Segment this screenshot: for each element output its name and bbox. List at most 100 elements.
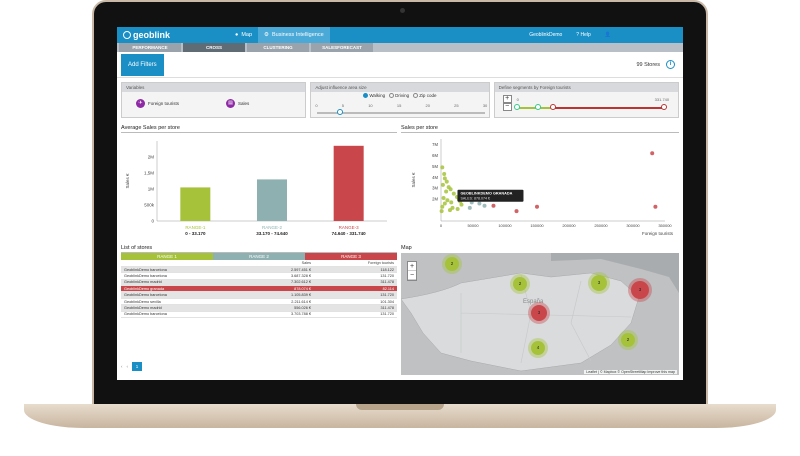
scatter-point — [455, 206, 460, 211]
scatter-point — [440, 182, 445, 187]
y-tick-label: 1M — [148, 187, 155, 192]
tick: 30 — [482, 103, 488, 108]
y-tick-label: 3M — [432, 186, 438, 191]
bar-range-label: 74.640 - 331.740 — [332, 231, 367, 236]
tab-clustering[interactable]: CLUSTERING — [247, 43, 309, 52]
radio-walking[interactable]: Walking — [363, 93, 386, 99]
radio-driving[interactable]: Driving — [389, 93, 409, 99]
map-cluster[interactable]: 2 — [513, 277, 527, 291]
table-cell: GeoblinkDemo barcelona — [121, 311, 247, 319]
table-row[interactable]: GeoblinkDemo granada 878.074 €82.114 — [121, 285, 397, 293]
page-button[interactable]: 1 — [132, 362, 142, 371]
help-link[interactable]: ? Help — [576, 32, 591, 38]
segment-range-2[interactable]: RANGE 2 — [213, 253, 305, 260]
table-cell: GeoblinkDemo granada — [121, 285, 247, 293]
pagination: ‹ ‹ 1 — [121, 362, 142, 371]
segment-handle-2[interactable] — [534, 104, 541, 110]
table-cell: 1.105.839 € — [246, 291, 315, 299]
table-cell: 118.122 — [314, 266, 397, 274]
table-cell: 82.114 — [314, 285, 397, 293]
x-tick-label: 250000 — [594, 223, 608, 228]
radio-zip-label: Zip code — [419, 93, 437, 98]
table-row[interactable]: GeoblinkDemo barcelona 3.687.328 €131.720 — [121, 272, 397, 280]
table-cell: 131.720 — [314, 272, 397, 280]
scatter-point — [440, 204, 445, 209]
x-axis-label: Foreign tourists — [642, 231, 674, 236]
x-tick-label: 300000 — [626, 223, 640, 228]
gears-icon: ⚙ — [264, 32, 269, 38]
prev-page-icon-2[interactable]: ‹ — [126, 364, 129, 369]
segment-handle-4[interactable] — [660, 104, 667, 110]
info-icon[interactable]: i — [666, 60, 675, 69]
scatter-point — [459, 202, 464, 207]
map-cluster[interactable]: 3 — [591, 275, 607, 291]
add-filters-button[interactable]: Add Filters — [121, 53, 164, 76]
zoom-in-button[interactable]: + — [408, 263, 416, 271]
minus-icon[interactable]: − — [502, 103, 512, 111]
table-cell: GeoblinkDemo barcelona — [121, 266, 247, 274]
col-sales[interactable]: Sales — [246, 260, 315, 267]
nav-business-intelligence[interactable]: ⚙ Business Intelligence — [258, 27, 330, 43]
segment-handle-1[interactable] — [513, 104, 520, 110]
segment-handle-3[interactable] — [549, 104, 556, 110]
map-cluster[interactable]: 2 — [445, 257, 459, 271]
map-cluster[interactable]: 3 — [631, 281, 649, 299]
mode-radios: Walking Driving Zip code — [363, 93, 437, 99]
tab-cross[interactable]: CROSS — [183, 43, 245, 52]
bar-category-label: RANGE-2 — [262, 225, 283, 230]
logo[interactable]: geoblink — [123, 30, 170, 40]
col-store[interactable] — [121, 260, 247, 267]
table-row[interactable]: GeoblinkDemo sevilla 2.211.614 €101.304 — [121, 298, 397, 306]
col-tourists[interactable]: Foreign tourists — [314, 260, 397, 267]
zoom-control: + − — [407, 261, 417, 281]
logo-icon — [123, 31, 131, 39]
tab-salesforecast[interactable]: SALESFORECAST — [311, 43, 373, 52]
table-row[interactable]: GeoblinkDemo barcelona 1.105.839 €131.720 — [121, 291, 397, 299]
segment-range-1[interactable]: RANGE 1 — [121, 253, 213, 260]
table-row[interactable]: GeoblinkDemo barcelona 2.597.451 €118.122 — [121, 266, 397, 274]
segment-stepper[interactable]: + − — [502, 95, 512, 111]
region-label: España — [523, 299, 544, 305]
y-tick-label: 5M — [432, 164, 438, 169]
nav-bi-label: Business Intelligence — [271, 32, 324, 38]
scatter-point — [439, 209, 444, 214]
influence-slider-handle[interactable] — [337, 109, 344, 115]
user-menu[interactable]: GeoblinkDemo — [529, 32, 563, 38]
variable-chip-sales[interactable]: ▤ Sales — [226, 99, 249, 108]
tab-performance[interactable]: PERFORMANCE — [119, 43, 181, 52]
bar-category-label: RANGE-1 — [185, 225, 206, 230]
map-attribution[interactable]: Leaflet | © Mapbox © OpenStreetMap Impro… — [584, 370, 677, 374]
segment-range-3[interactable]: RANGE 3 — [305, 253, 397, 260]
y-tick-label: 7M — [432, 142, 438, 147]
y-tick-label: 500k — [144, 203, 155, 208]
radio-walking-label: Walking — [369, 93, 386, 98]
map-cluster[interactable]: 3 — [531, 305, 547, 321]
table-cell: 101.304 — [314, 298, 397, 306]
zoom-out-button[interactable]: − — [408, 272, 416, 280]
y-axis-label: Sales € — [411, 172, 416, 188]
plus-icon[interactable]: + — [502, 95, 512, 103]
scatter-point — [441, 196, 446, 201]
table-cell: 556.026 € — [246, 304, 315, 312]
table-row[interactable]: GeoblinkDemo madrid 556.026 €311.478 — [121, 304, 397, 312]
prev-page-icon[interactable]: ‹ — [121, 364, 123, 369]
influence-slider[interactable] — [317, 112, 486, 114]
top-right: GeoblinkDemo ? Help 👤 — [529, 27, 611, 43]
map-cluster[interactable]: 2 — [621, 333, 635, 347]
scatter-point — [447, 208, 452, 213]
table-cell: 311.478 — [314, 279, 397, 287]
register-icon: ▤ — [226, 99, 235, 108]
table-cell: 131.720 — [314, 291, 397, 299]
table-row[interactable]: GeoblinkDemo barcelona 3.703.788 €131.720 — [121, 311, 397, 319]
map-cluster[interactable]: 4 — [531, 341, 545, 355]
radio-zip[interactable]: Zip code — [413, 93, 437, 99]
table-cell: 2.211.614 € — [246, 298, 315, 306]
user-icon[interactable]: 👤 — [604, 32, 611, 38]
plane-icon: ✈ — [136, 99, 145, 108]
table-row[interactable]: GeoblinkDemo madrid 7.302.612 €311.478 — [121, 279, 397, 287]
variable-chip-tourists[interactable]: ✈ Foreign tourists — [136, 99, 179, 108]
nav-map[interactable]: ● Map — [229, 27, 258, 43]
segment-min: 0 — [516, 97, 519, 102]
